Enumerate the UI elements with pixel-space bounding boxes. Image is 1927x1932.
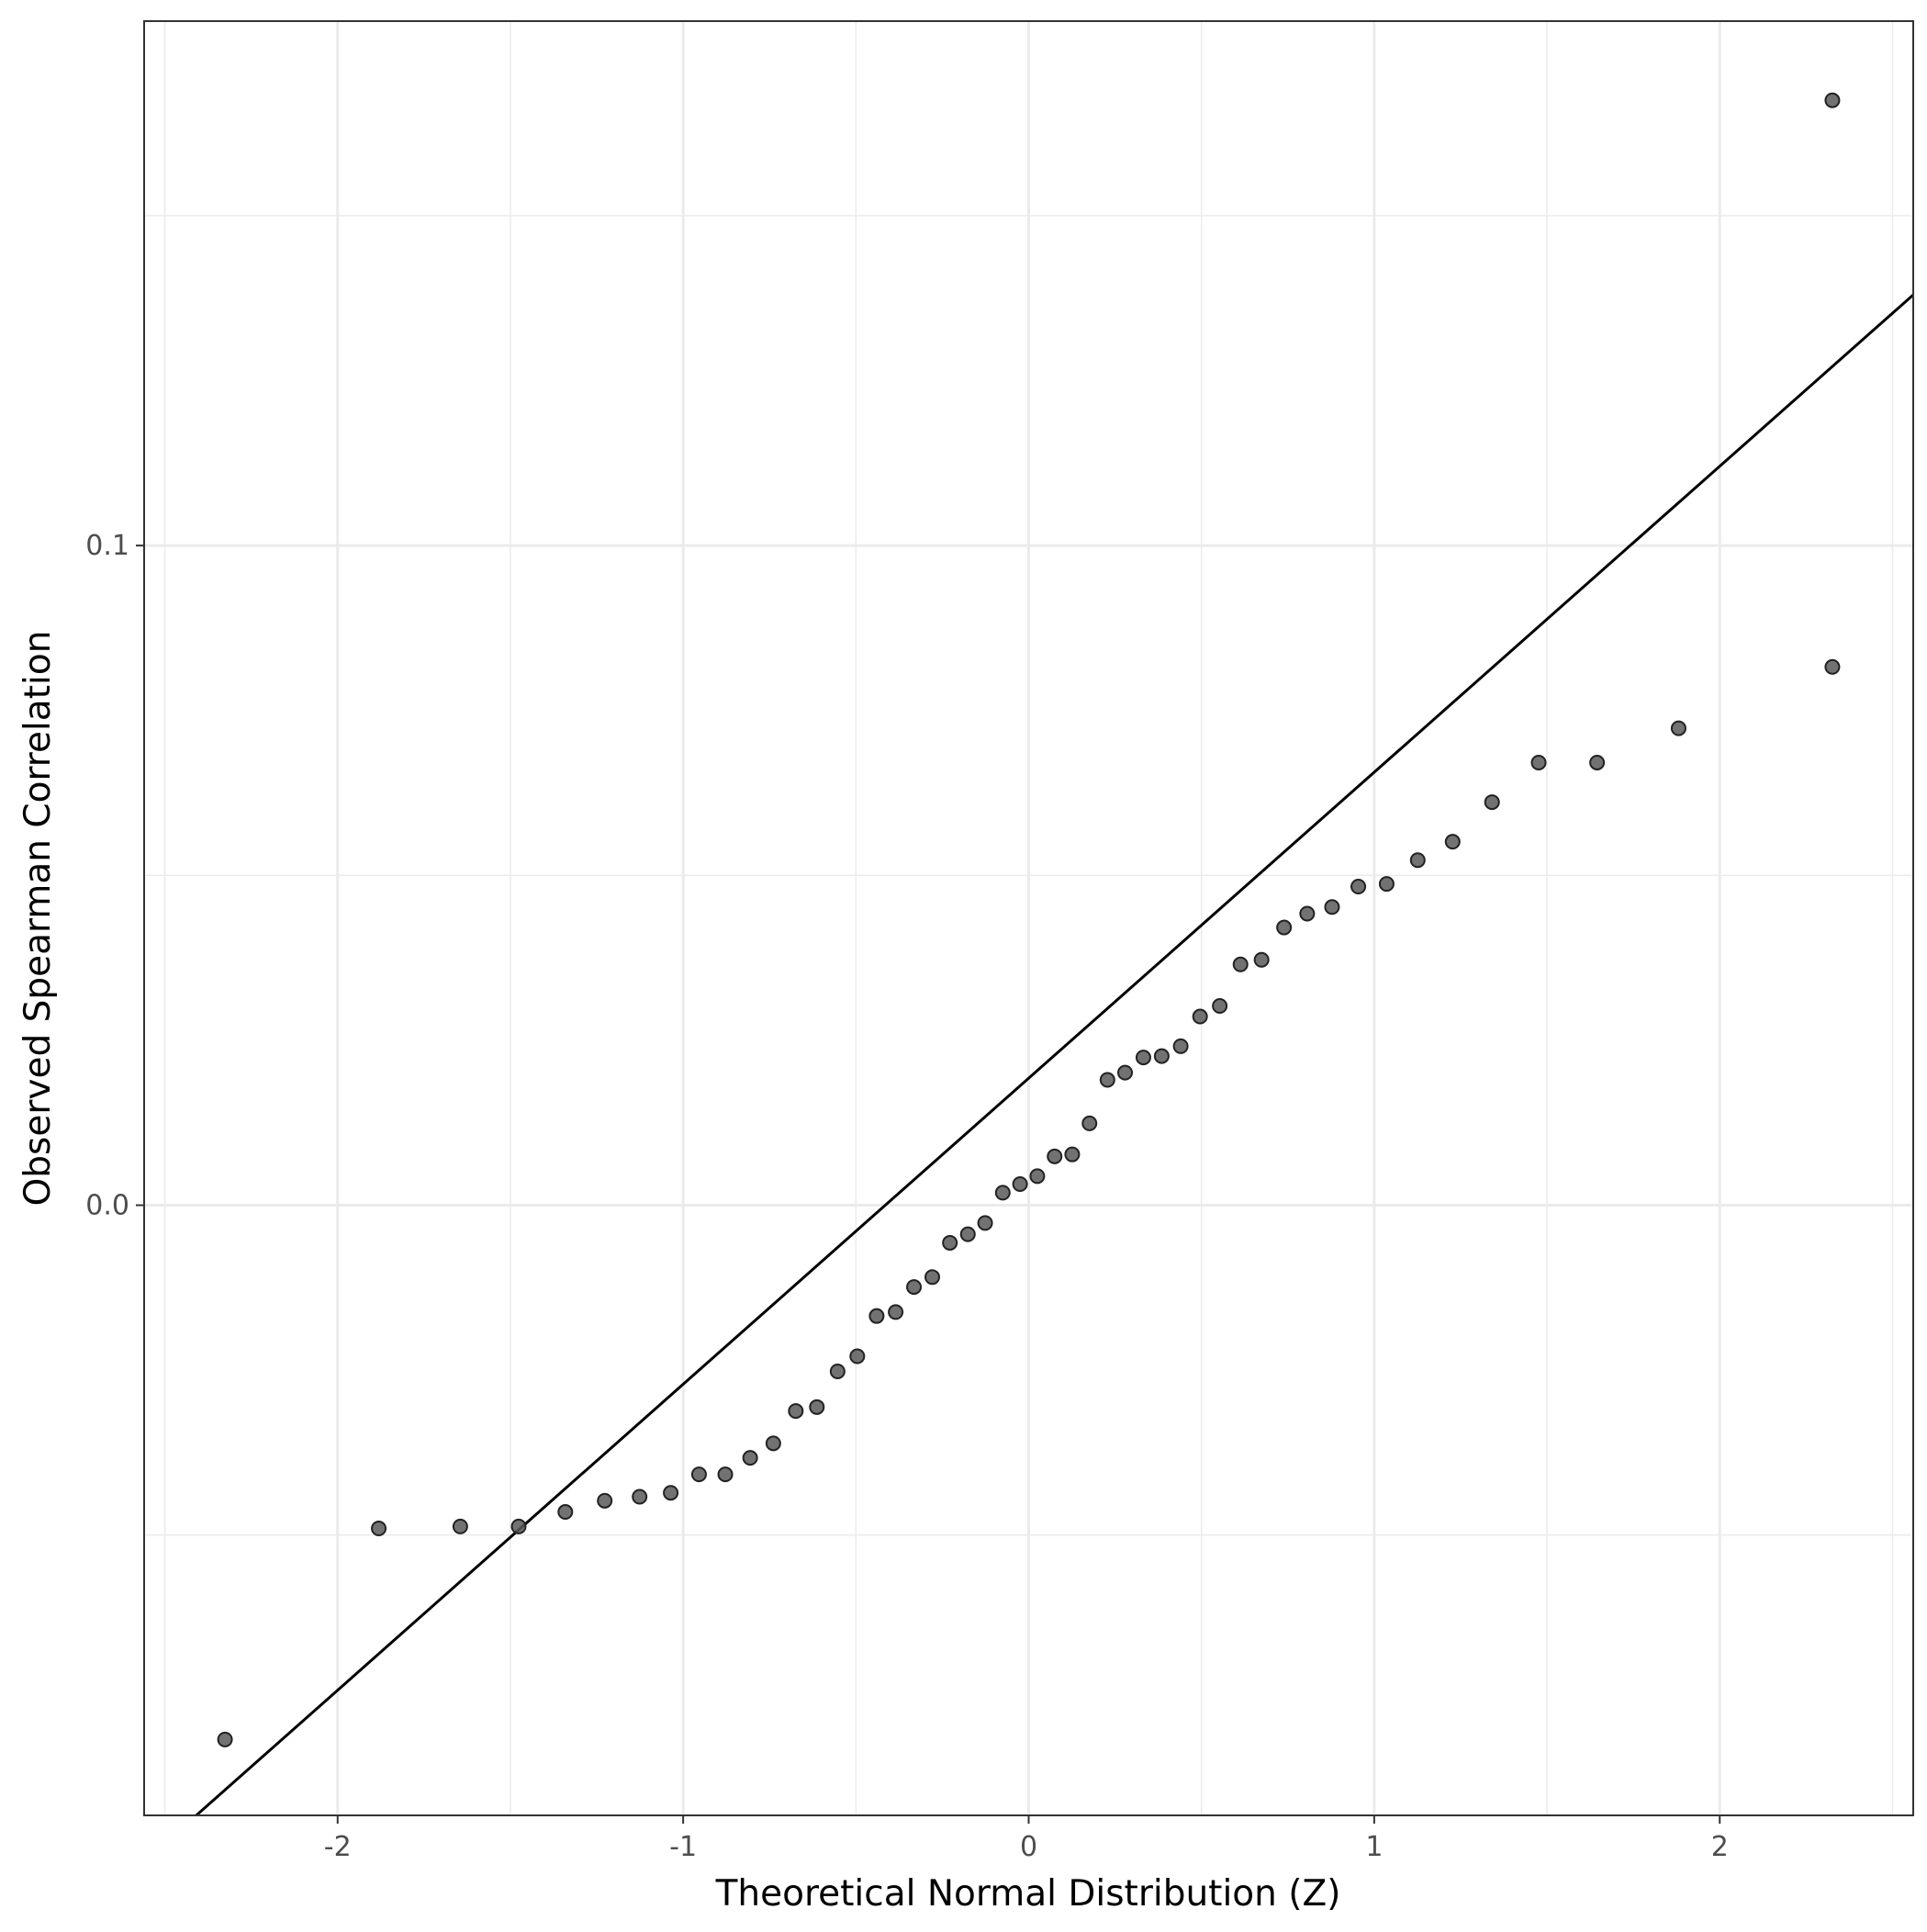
- x-tick-label: -1: [669, 1831, 697, 1863]
- data-point: [906, 1279, 923, 1296]
- data-point: [788, 1403, 804, 1420]
- data-point: [1589, 754, 1606, 770]
- reference-line-group: [194, 294, 1913, 1815]
- data-point: [1444, 834, 1461, 850]
- points-group: [217, 92, 1841, 1747]
- data-point: [1484, 794, 1500, 811]
- data-point: [959, 1226, 976, 1242]
- data-point: [1232, 956, 1249, 972]
- data-point: [942, 1234, 958, 1251]
- data-point: [510, 1518, 527, 1534]
- data-point: [663, 1485, 679, 1501]
- data-point: [888, 1304, 904, 1320]
- data-point: [1172, 1038, 1189, 1054]
- data-point: [1153, 1048, 1170, 1064]
- x-axis: -2 -1 0 1 2: [324, 1815, 1729, 1863]
- data-point: [1135, 1050, 1151, 1066]
- data-point: [1409, 852, 1426, 869]
- data-point: [1324, 899, 1340, 915]
- x-tick-label: 2: [1711, 1831, 1729, 1863]
- data-point: [1299, 905, 1316, 922]
- data-point: [557, 1504, 574, 1521]
- data-point: [765, 1435, 781, 1452]
- y-axis: 0.0 0.1: [85, 530, 144, 1221]
- data-point: [1047, 1148, 1063, 1164]
- data-point: [632, 1488, 648, 1505]
- data-point: [371, 1521, 387, 1537]
- y-axis-title: Observed Spearman Correlation: [17, 631, 59, 1207]
- data-point: [690, 1466, 707, 1483]
- data-point: [1029, 1168, 1046, 1185]
- x-axis-title: Theoretical Normal Distribution (Z): [715, 1873, 1341, 1915]
- data-point: [1670, 720, 1686, 736]
- x-tick-label: 0: [1020, 1831, 1037, 1863]
- data-point: [597, 1492, 613, 1509]
- data-point: [1253, 951, 1270, 968]
- data-point: [1012, 1176, 1028, 1193]
- data-point: [452, 1518, 468, 1534]
- data-point: [868, 1308, 885, 1324]
- data-point: [977, 1215, 993, 1231]
- grid-major: [144, 21, 1913, 1815]
- data-point: [1117, 1064, 1134, 1081]
- data-point: [1530, 754, 1547, 770]
- y-tick-label: 0.1: [85, 530, 129, 562]
- data-point: [924, 1269, 940, 1286]
- data-point: [1350, 879, 1367, 895]
- x-tick-label: -2: [324, 1831, 352, 1863]
- data-point: [849, 1348, 866, 1365]
- data-point: [1276, 919, 1293, 936]
- y-tick-label: 0.0: [85, 1189, 129, 1221]
- data-point: [1192, 1008, 1208, 1025]
- data-point: [742, 1450, 758, 1466]
- data-point: [1212, 998, 1228, 1015]
- grid-minor: [144, 21, 1913, 1815]
- x-tick-label: 1: [1365, 1831, 1383, 1863]
- data-point-outlier: [1824, 92, 1841, 108]
- data-point: [1099, 1072, 1115, 1088]
- reference-line: [194, 294, 1913, 1815]
- data-point: [1824, 658, 1841, 675]
- data-point: [994, 1185, 1011, 1201]
- data-point: [829, 1364, 846, 1380]
- data-point: [1081, 1115, 1098, 1131]
- data-point: [717, 1466, 734, 1483]
- data-point: [217, 1731, 233, 1747]
- data-point: [1064, 1146, 1081, 1163]
- data-point: [1378, 876, 1395, 893]
- data-point: [809, 1398, 825, 1415]
